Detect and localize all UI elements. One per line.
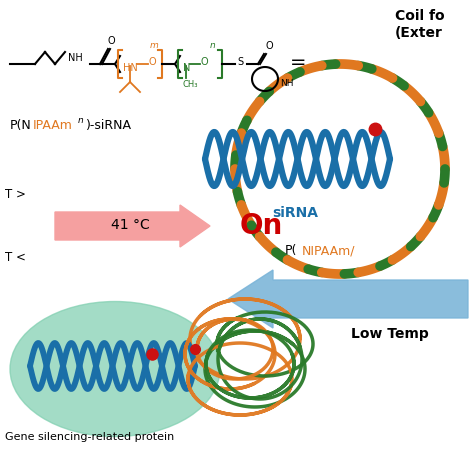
Text: )-siRNA: )-siRNA (86, 119, 132, 132)
Text: Coil fo: Coil fo (395, 9, 445, 23)
FancyArrow shape (55, 205, 210, 247)
Text: O: O (149, 57, 156, 67)
Text: n: n (78, 116, 84, 125)
Text: NIPAAm/: NIPAAm/ (302, 244, 356, 257)
Text: NH: NH (68, 53, 83, 63)
Text: T >: T > (5, 188, 26, 201)
Text: On: On (240, 212, 283, 240)
Text: n: n (210, 41, 216, 50)
Text: P(N: P(N (10, 119, 32, 132)
Text: siRNA: siRNA (272, 206, 318, 220)
Text: 41 °C: 41 °C (110, 218, 149, 232)
Text: Gene silencing-related protein: Gene silencing-related protein (5, 432, 174, 442)
Text: O: O (266, 41, 273, 51)
Text: T <: T < (5, 251, 26, 264)
Text: CH₃: CH₃ (183, 80, 199, 89)
Ellipse shape (10, 301, 220, 437)
Text: O: O (108, 36, 116, 46)
Text: P(: P( (285, 244, 297, 257)
Text: NH: NH (280, 79, 293, 88)
Text: m: m (150, 41, 159, 50)
Text: Low Temp: Low Temp (351, 327, 429, 341)
Text: O: O (201, 57, 209, 67)
Text: =: = (290, 53, 307, 72)
Text: IPAAm: IPAAm (33, 119, 73, 132)
Text: HN: HN (123, 63, 138, 73)
Text: S: S (237, 57, 243, 67)
Text: N: N (183, 63, 191, 73)
FancyArrow shape (228, 270, 468, 328)
Text: (Exter: (Exter (395, 26, 443, 40)
